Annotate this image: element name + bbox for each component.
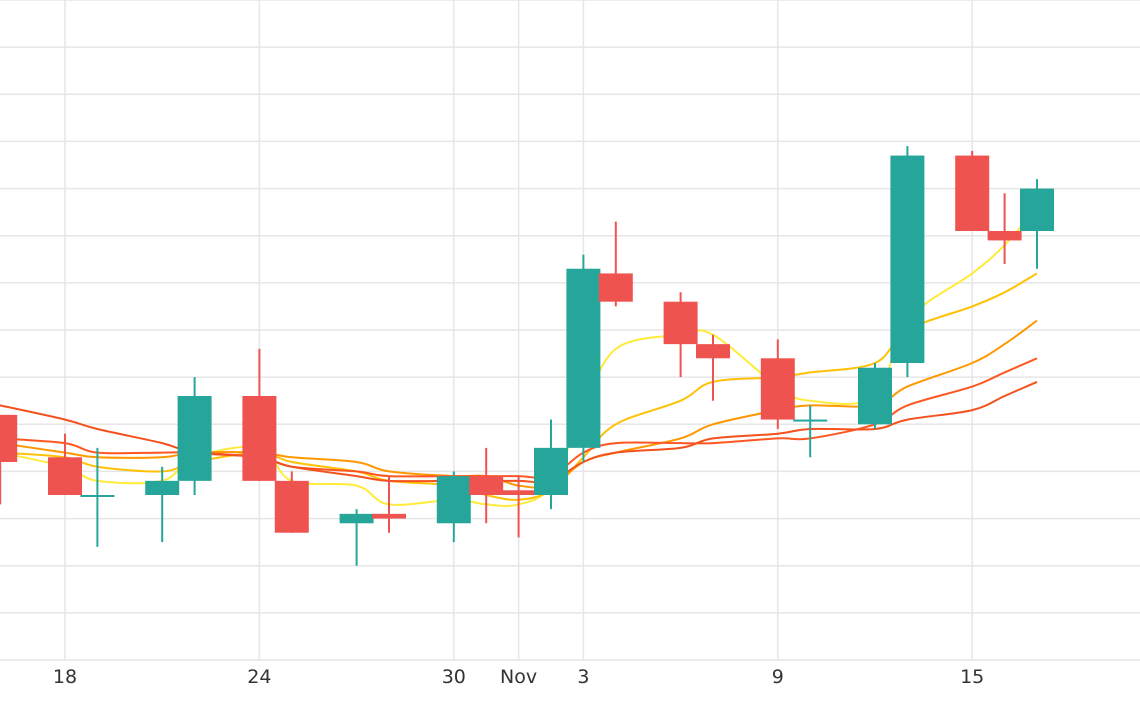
candle-body [1020, 188, 1054, 231]
candle [436, 471, 471, 543]
candle [987, 193, 1022, 264]
candle-body [858, 367, 892, 425]
candle-body [890, 155, 925, 363]
candle [177, 377, 212, 495]
candle-body [793, 419, 828, 422]
candle-body [242, 396, 277, 481]
candle [890, 146, 925, 378]
candle-body [987, 231, 1022, 241]
x-tick-label: 9 [772, 666, 784, 688]
candle-body [145, 480, 180, 495]
candle-body [177, 396, 212, 481]
candle [534, 419, 568, 510]
candle-body [469, 476, 504, 495]
candle-body [955, 155, 990, 231]
x-axis: 18 24 30 Nov 3 9 15 [53, 666, 984, 688]
candle [274, 471, 309, 533]
candle [760, 339, 795, 429]
candle [501, 476, 536, 538]
candles [0, 146, 1054, 566]
x-tick-label: 30 [442, 666, 466, 688]
candle [80, 447, 115, 547]
candle-body [598, 273, 633, 302]
candle [955, 150, 990, 231]
candle [48, 433, 82, 495]
x-tick-label: 18 [53, 666, 77, 688]
candle [566, 254, 601, 462]
candle-body [566, 268, 601, 448]
x-tick-label: 3 [577, 666, 589, 688]
candle-body [274, 480, 309, 533]
candle [372, 476, 406, 533]
candle-body [663, 301, 698, 345]
candle [469, 447, 504, 524]
candle-body [436, 476, 471, 524]
candle-body [80, 495, 115, 497]
candle [793, 405, 828, 458]
candle [0, 414, 18, 505]
candle-body [48, 457, 82, 495]
candle [242, 348, 277, 481]
candle-body [696, 344, 730, 359]
candle [696, 334, 730, 401]
candle-body [0, 414, 18, 462]
candle [339, 509, 374, 566]
candle-body [339, 513, 374, 524]
candle-body [760, 358, 795, 420]
candle-body [372, 513, 406, 519]
candle-body [534, 447, 568, 495]
x-tick-label: 15 [960, 666, 984, 688]
candle [858, 363, 892, 429]
candle [1020, 179, 1054, 269]
candle-body [501, 490, 536, 495]
candle [663, 292, 698, 378]
x-tick-label: 24 [247, 666, 271, 688]
x-tick-label: Nov [500, 666, 537, 688]
candle [145, 466, 180, 543]
candle [598, 221, 633, 307]
